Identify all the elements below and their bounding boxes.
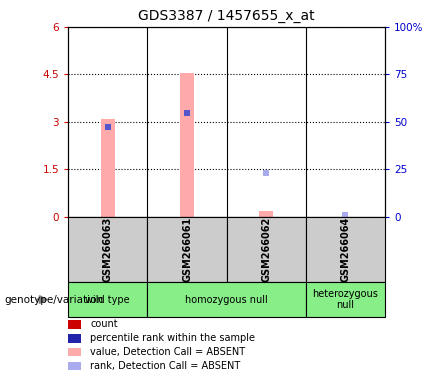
Text: heterozygous
null: heterozygous null xyxy=(312,289,378,310)
Text: GSM266064: GSM266064 xyxy=(341,217,350,282)
Bar xyxy=(68,282,147,317)
Bar xyxy=(306,217,385,282)
Title: GDS3387 / 1457655_x_at: GDS3387 / 1457655_x_at xyxy=(138,9,315,23)
Bar xyxy=(147,282,306,317)
Text: count: count xyxy=(90,319,118,329)
Bar xyxy=(306,282,385,317)
Text: GSM266061: GSM266061 xyxy=(182,217,192,282)
Bar xyxy=(68,217,147,282)
Bar xyxy=(227,217,306,282)
Text: GSM266063: GSM266063 xyxy=(103,217,113,282)
Bar xyxy=(180,73,194,217)
Text: rank, Detection Call = ABSENT: rank, Detection Call = ABSENT xyxy=(90,361,240,371)
Bar xyxy=(101,119,115,217)
Text: genotype/variation: genotype/variation xyxy=(4,295,103,305)
Text: GSM266062: GSM266062 xyxy=(261,217,271,282)
Text: percentile rank within the sample: percentile rank within the sample xyxy=(90,333,255,343)
Text: value, Detection Call = ABSENT: value, Detection Call = ABSENT xyxy=(90,347,246,357)
Text: homozygous null: homozygous null xyxy=(185,295,268,305)
Bar xyxy=(147,217,227,282)
Text: wild type: wild type xyxy=(85,295,130,305)
Bar xyxy=(259,211,273,217)
